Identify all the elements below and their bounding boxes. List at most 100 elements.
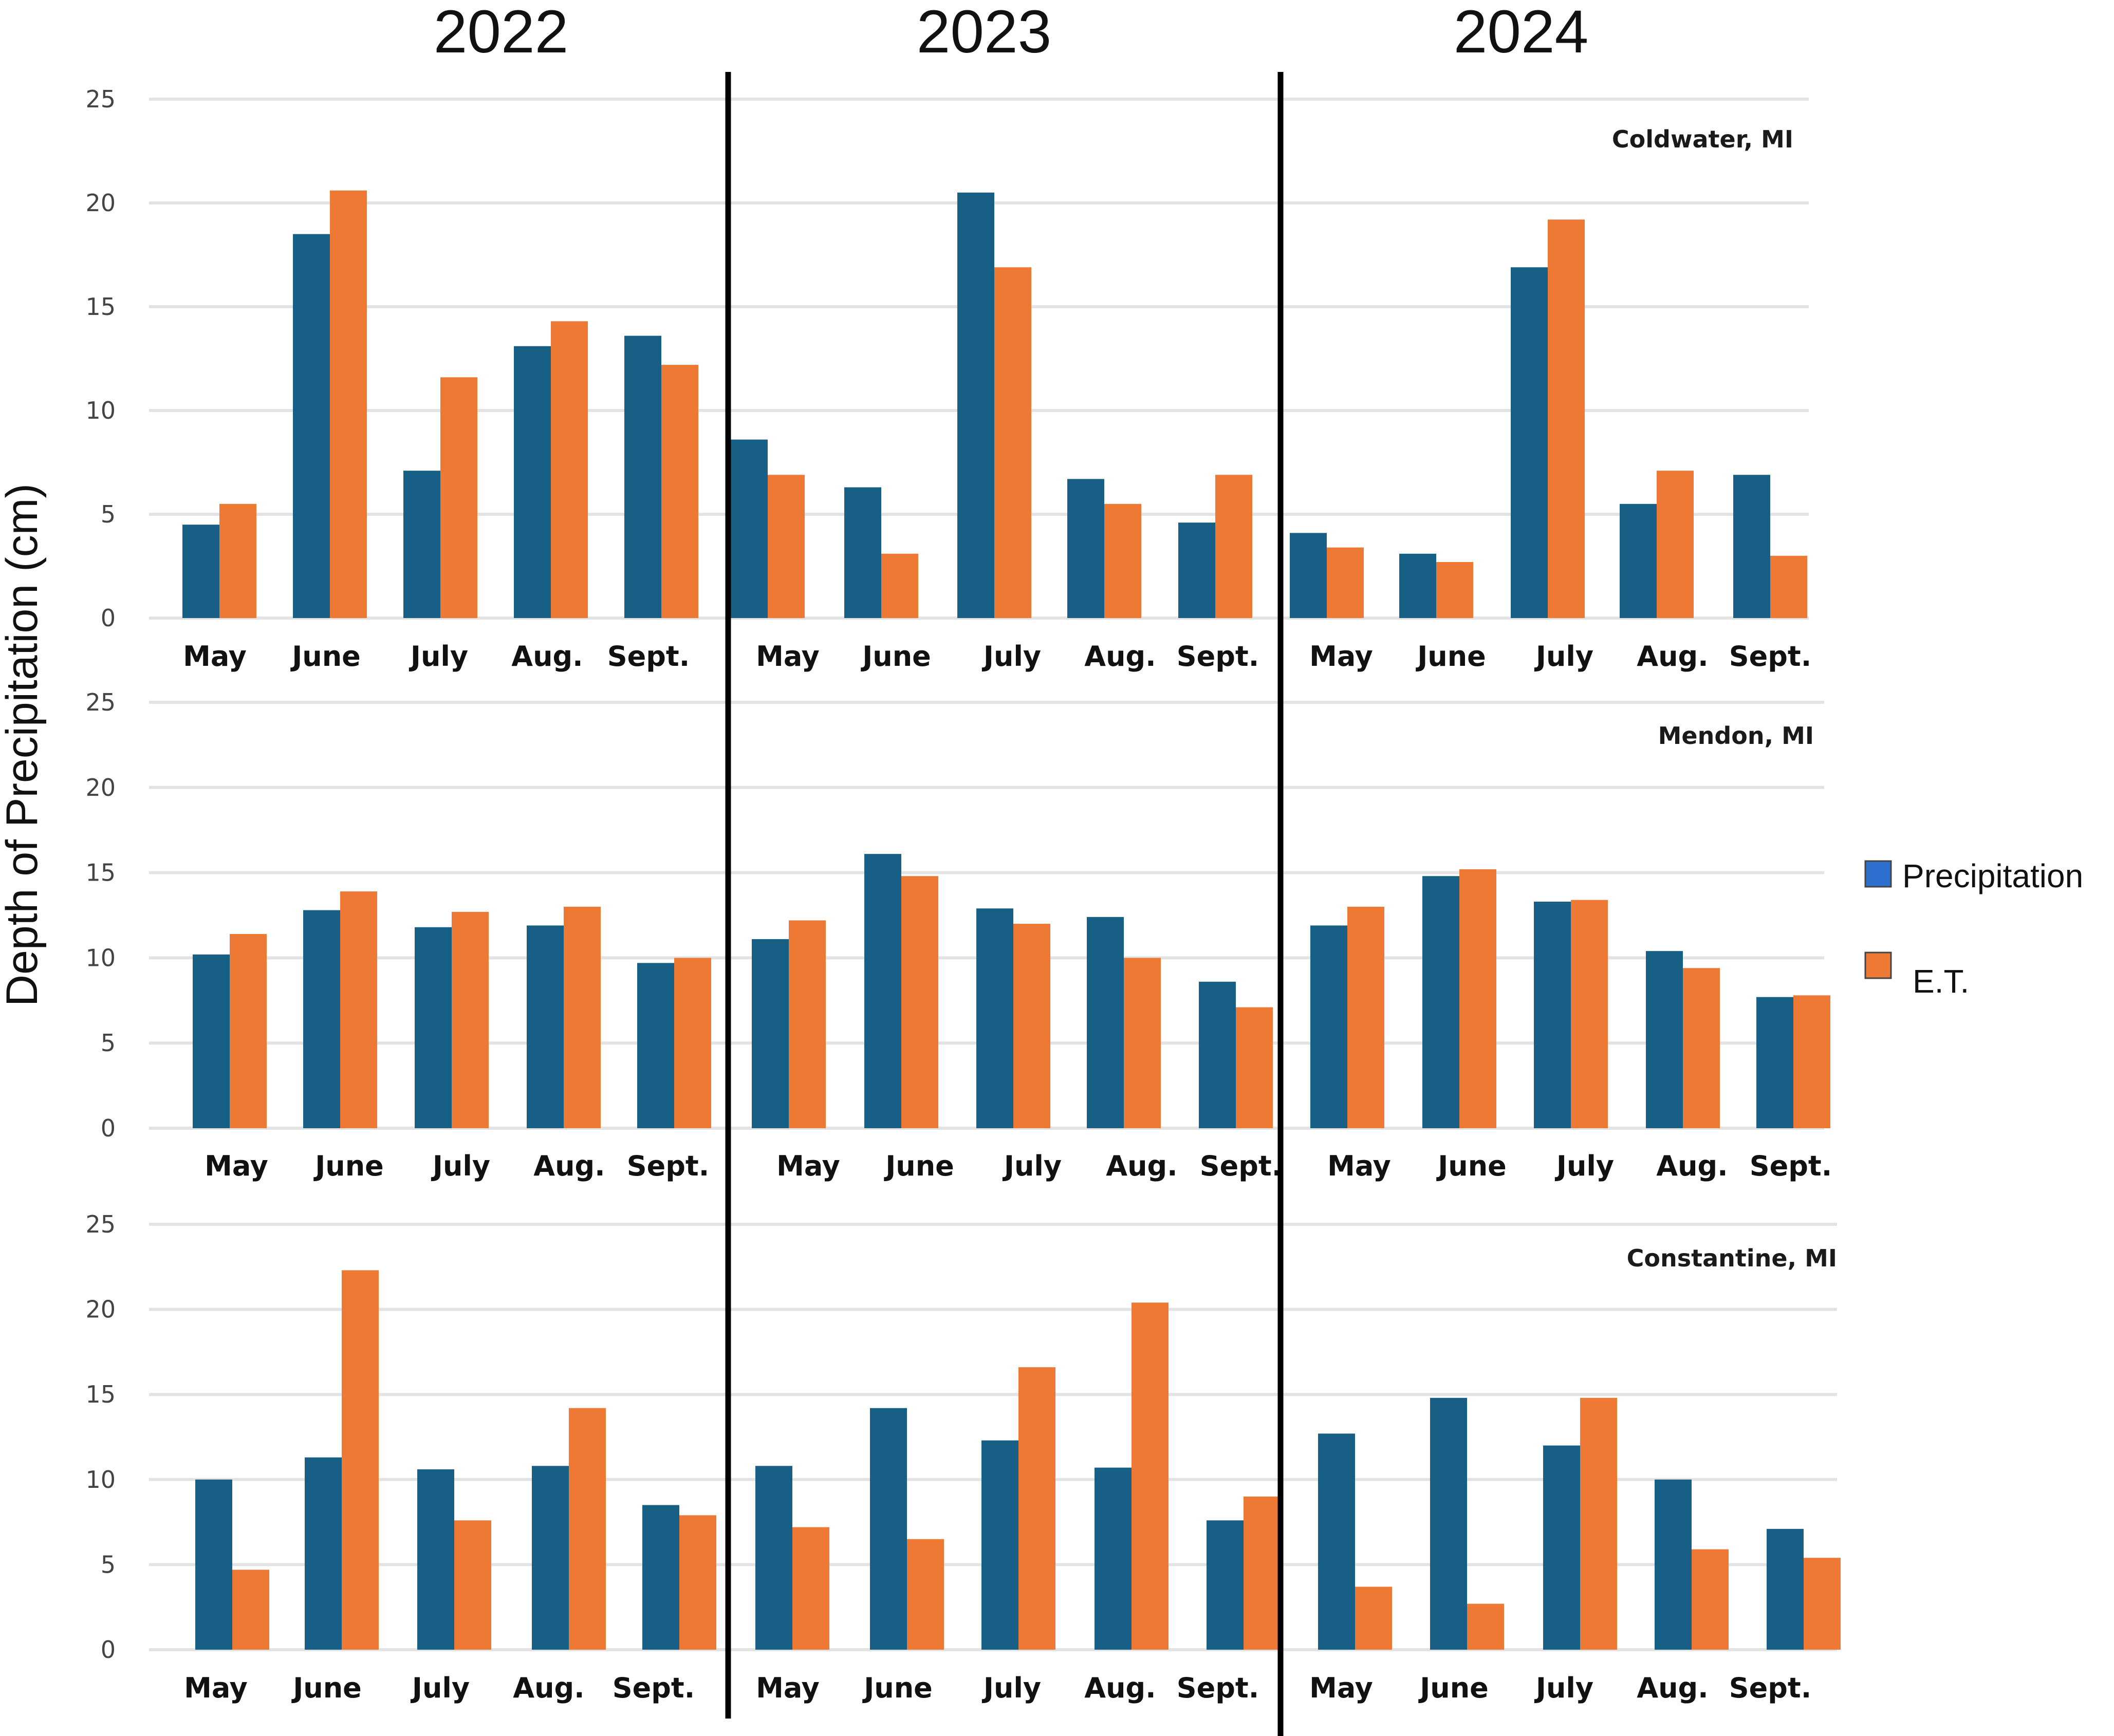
- bar-precipitation-mendon-2024-4: [1756, 997, 1793, 1128]
- x-tick-label-constantine-2022: June: [291, 1672, 362, 1704]
- bar-precipitation-coldwater-2022-2: [403, 471, 440, 618]
- legend-swatch-precipitation: [1864, 860, 1892, 888]
- bar-et-mendon-2024-0: [1347, 906, 1384, 1128]
- x-tick-label-constantine-2023: May: [756, 1672, 820, 1704]
- y-tick-label-mendon: 5: [101, 1029, 116, 1057]
- bar-et-coldwater-2022-4: [661, 365, 698, 618]
- bar-precipitation-constantine-2024-0: [1318, 1433, 1355, 1650]
- x-tick-label-coldwater-2024: June: [1415, 640, 1486, 673]
- location-label-coldwater: Coldwater, MI: [1612, 125, 1793, 153]
- bar-precipitation-coldwater-2023-4: [1178, 522, 1215, 618]
- bar-precipitation-constantine-2023-4: [1207, 1520, 1244, 1650]
- bar-precipitation-mendon-2024-1: [1422, 876, 1459, 1128]
- x-tick-label-mendon-2022: Sept.: [627, 1150, 710, 1182]
- year-label-2022: 2022: [434, 0, 569, 66]
- bar-precipitation-coldwater-2023-3: [1067, 479, 1104, 618]
- legend-label-et: E.T.: [1913, 963, 1969, 1000]
- bar-et-constantine-2022-1: [342, 1270, 379, 1650]
- bar-et-constantine-2024-0: [1355, 1586, 1392, 1650]
- bar-et-constantine-2023-2: [1018, 1367, 1055, 1650]
- year-dividers: [725, 72, 1284, 1736]
- y-tick-label-coldwater: 15: [85, 293, 116, 321]
- bar-et-mendon-2022-0: [230, 934, 267, 1128]
- bar-et-mendon-2024-1: [1459, 869, 1496, 1128]
- bar-et-coldwater-2024-3: [1657, 471, 1694, 618]
- bar-et-coldwater-2024-1: [1436, 562, 1473, 618]
- x-tick-label-coldwater-2024: Sept.: [1729, 640, 1812, 673]
- bar-et-coldwater-2022-3: [551, 321, 588, 618]
- bar-et-coldwater-2023-4: [1215, 475, 1252, 618]
- bar-precipitation-coldwater-2023-0: [731, 439, 768, 618]
- x-tick-label-mendon-2022: June: [313, 1150, 384, 1182]
- bar-et-mendon-2023-2: [1013, 924, 1050, 1128]
- bar-precipitation-coldwater-2022-0: [182, 525, 219, 618]
- y-tick-label-mendon: 10: [85, 944, 116, 972]
- x-tick-label-constantine-2024: July: [1534, 1672, 1593, 1704]
- bars: [182, 190, 1841, 1650]
- bar-precipitation-coldwater-2024-3: [1620, 503, 1657, 618]
- bar-et-mendon-2023-4: [1236, 1007, 1273, 1128]
- bar-precipitation-coldwater-2024-1: [1399, 553, 1436, 618]
- y-tick-label-mendon: 20: [85, 774, 116, 801]
- bar-precipitation-mendon-2022-1: [303, 910, 340, 1128]
- bar-et-constantine-2022-0: [232, 1570, 269, 1650]
- bar-et-coldwater-2024-4: [1770, 555, 1807, 618]
- x-tick-label-constantine-2022: Sept.: [613, 1672, 695, 1704]
- bar-precipitation-coldwater-2022-4: [624, 335, 661, 618]
- location-label-mendon: Mendon, MI: [1658, 722, 1814, 750]
- bar-et-constantine-2022-4: [679, 1515, 716, 1650]
- bar-et-constantine-2024-2: [1580, 1397, 1617, 1650]
- bar-precipitation-mendon-2022-4: [637, 963, 674, 1128]
- x-tick-label-coldwater-2023: May: [756, 640, 820, 673]
- y-tick-label-coldwater: 20: [85, 189, 116, 217]
- bar-precipitation-constantine-2024-3: [1655, 1479, 1692, 1650]
- x-tick-label-coldwater-2022: Aug.: [511, 640, 583, 673]
- bar-et-constantine-2023-0: [792, 1527, 829, 1650]
- x-tick-label-mendon-2023: June: [883, 1150, 954, 1182]
- x-tick-label-constantine-2023: July: [981, 1672, 1041, 1704]
- x-tick-label-constantine-2024: Sept.: [1729, 1672, 1812, 1704]
- x-tick-label-mendon-2023: Sept.: [1200, 1150, 1283, 1182]
- y-tick-label-constantine: 10: [85, 1466, 116, 1494]
- x-tick-label-mendon-2024: July: [1554, 1150, 1614, 1182]
- bar-et-mendon-2024-2: [1571, 900, 1608, 1128]
- bar-et-mendon-2022-2: [452, 911, 489, 1128]
- bar-precipitation-coldwater-2023-2: [957, 192, 994, 618]
- x-tick-label-mendon-2024: Sept.: [1750, 1150, 1832, 1182]
- x-tick-label-mendon-2023: July: [1002, 1150, 1062, 1182]
- y-axis-label: Depth of Precipitation (cm): [0, 483, 47, 1006]
- x-tick-label-coldwater-2022: Sept.: [607, 640, 690, 673]
- bar-precipitation-constantine-2022-3: [532, 1466, 569, 1650]
- x-tick-label-mendon-2022: July: [431, 1150, 490, 1182]
- bar-et-mendon-2022-3: [564, 906, 601, 1128]
- x-tick-label-coldwater-2024: Aug.: [1637, 640, 1708, 673]
- x-tick-label-mendon-2024: June: [1436, 1150, 1507, 1182]
- bar-et-coldwater-2023-0: [768, 475, 805, 618]
- x-tick-label-coldwater-2023: June: [860, 640, 931, 673]
- bar-precipitation-mendon-2023-2: [976, 908, 1013, 1128]
- bar-precipitation-coldwater-2022-3: [514, 346, 551, 618]
- bar-precipitation-constantine-2022-2: [417, 1469, 454, 1650]
- x-tick-label-constantine-2023: Sept.: [1177, 1672, 1259, 1704]
- x-tick-label-constantine-2024: June: [1418, 1672, 1489, 1704]
- bar-et-coldwater-2024-2: [1548, 219, 1585, 618]
- x-tick-label-mendon-2024: May: [1327, 1150, 1391, 1182]
- x-tick-label-mendon-2024: Aug.: [1656, 1150, 1728, 1182]
- x-tick-label-constantine-2023: Aug.: [1084, 1672, 1156, 1704]
- bar-et-coldwater-2023-2: [994, 267, 1031, 618]
- x-tick-label-constantine-2022: July: [410, 1672, 470, 1704]
- y-tick-label-coldwater: 10: [85, 397, 116, 424]
- bar-et-coldwater-2023-3: [1104, 503, 1141, 618]
- bar-precipitation-mendon-2023-0: [752, 939, 789, 1128]
- bar-precipitation-constantine-2023-1: [870, 1408, 907, 1650]
- x-tick-label-constantine-2024: Aug.: [1637, 1672, 1708, 1704]
- year-label-2023: 2023: [917, 0, 1052, 66]
- bar-precipitation-constantine-2023-2: [981, 1440, 1018, 1650]
- legend-swatch-et: [1864, 951, 1892, 979]
- chart-text: 2022 2023 2024 0 5 10 15 20 25 Coldwater, MI May Ju…: [85, 0, 1837, 1704]
- bar-et-coldwater-2023-1: [881, 553, 918, 618]
- x-tick-label-constantine-2023: June: [862, 1672, 933, 1704]
- bar-precipitation-mendon-2022-3: [527, 925, 564, 1128]
- x-tick-label-mendon-2022: Aug.: [533, 1150, 605, 1182]
